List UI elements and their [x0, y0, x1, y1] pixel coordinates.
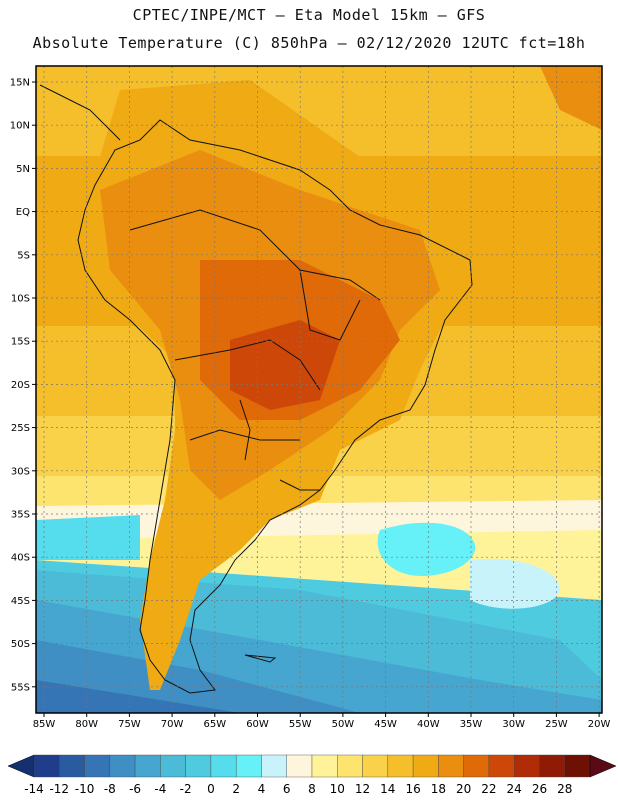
colorbar-label: 18: [431, 782, 446, 796]
colorbar-swatch: [337, 754, 363, 778]
colorbar: -14 -12 -10 -8 -6 -4 -2 0 2 4 6 8 10 12 14 16 18 20 22 24 26…: [7, 754, 617, 796]
colorbar-swatch: [438, 754, 464, 778]
colorbar-label: 26: [532, 782, 547, 796]
colorbar-swatch: [513, 754, 540, 778]
lon-label: 70W: [161, 719, 184, 730]
lon-label: 55W: [289, 719, 312, 730]
colorbar-swatch: [286, 754, 313, 778]
lat-label: 10N: [10, 121, 30, 132]
colorbar-swatch: [387, 754, 414, 778]
colorbar-label: -14: [24, 782, 44, 796]
lat-label: 40S: [11, 553, 30, 564]
colorbar-label: 10: [330, 782, 345, 796]
colorbar-under-arrow: [7, 754, 35, 778]
latitude-axis: 15N 10N 5N EQ 5S 10S 15S 20S 25S 30S 35S 40S 45S 50S 5…: [10, 78, 36, 693]
colorbar-swatch: [84, 754, 111, 778]
colorbar-label: -4: [154, 782, 166, 796]
lat-label: 35S: [11, 510, 30, 521]
colorbar-label: 2: [232, 782, 240, 796]
lon-label: 45W: [374, 719, 397, 730]
colorbar-swatch: [59, 754, 85, 778]
longitude-axis: 85W 80W 75W 70W 65W 60W 55W 50W 45W 40W 35W 30W 25W 2…: [33, 713, 611, 730]
chart-title-line2: Absolute Temperature (C) 850hPa – 02/12/…: [32, 34, 586, 52]
lon-label: 50W: [332, 719, 355, 730]
colorbar-swatch: [412, 754, 439, 778]
lat-label: 55S: [11, 682, 30, 693]
colorbar-swatch: [210, 754, 237, 778]
coastlines: [39, 84, 473, 694]
colorbar-label: 8: [308, 782, 316, 796]
colorbar-swatch: [539, 754, 565, 778]
graticule: [36, 66, 602, 713]
colorbar-label: 6: [283, 782, 291, 796]
lon-label: 40W: [417, 719, 440, 730]
colorbar-swatch: [311, 754, 338, 778]
lat-label: EQ: [16, 207, 30, 218]
lat-label: 50S: [11, 639, 30, 650]
colorbar-label: 20: [456, 782, 471, 796]
colorbar-label: -12: [49, 782, 69, 796]
colorbar-swatch: [362, 754, 389, 778]
colorbar-label: -6: [129, 782, 141, 796]
colorbar-swatch: [160, 754, 186, 778]
colorbar-label: 0: [207, 782, 215, 796]
lon-label: 75W: [118, 719, 141, 730]
lon-label: 35W: [460, 719, 483, 730]
colorbar-label: 14: [380, 782, 395, 796]
colorbar-swatch: [33, 754, 60, 778]
colorbar-label: -2: [180, 782, 192, 796]
lon-label: 65W: [203, 719, 226, 730]
lat-label: 15N: [10, 78, 30, 89]
lon-label: 20W: [588, 719, 611, 730]
map-frame: [35, 65, 603, 714]
colorbar-label: 16: [405, 782, 420, 796]
colorbar-label: -10: [75, 782, 95, 796]
lon-label: 30W: [502, 719, 525, 730]
colorbar-swatch: [261, 754, 287, 778]
colorbar-label: 12: [355, 782, 370, 796]
lon-label: 85W: [33, 719, 56, 730]
colorbar-swatch: [109, 754, 136, 778]
colorbar-swatch: [463, 754, 490, 778]
colorbar-label: -8: [104, 782, 116, 796]
lat-label: 25S: [11, 423, 30, 434]
lat-label: 30S: [11, 466, 30, 477]
lat-label: 45S: [11, 596, 30, 607]
lat-label: 5S: [17, 250, 30, 261]
lat-label: 5N: [16, 164, 30, 175]
lat-label: 20S: [11, 380, 30, 391]
colorbar-swatch: [488, 754, 515, 778]
colorbar-label: 4: [258, 782, 266, 796]
lat-label: 10S: [11, 294, 30, 305]
colorbar-swatch: [134, 754, 161, 778]
lon-label: 60W: [246, 719, 269, 730]
temperature-field: [36, 66, 602, 713]
colorbar-label: 28: [557, 782, 572, 796]
colorbar-swatch: [235, 754, 262, 778]
lat-label: 15S: [11, 337, 30, 348]
colorbar-swatch: [185, 754, 212, 778]
chart-title-line1: CPTEC/INPE/MCT – Eta Model 15km – GFS: [132, 6, 486, 24]
colorbar-over-arrow: [589, 754, 617, 778]
colorbar-swatch: [564, 754, 591, 778]
colorbar-label: 22: [481, 782, 496, 796]
lon-label: 25W: [545, 719, 568, 730]
colorbar-label: 24: [507, 782, 522, 796]
lon-label: 80W: [75, 719, 98, 730]
